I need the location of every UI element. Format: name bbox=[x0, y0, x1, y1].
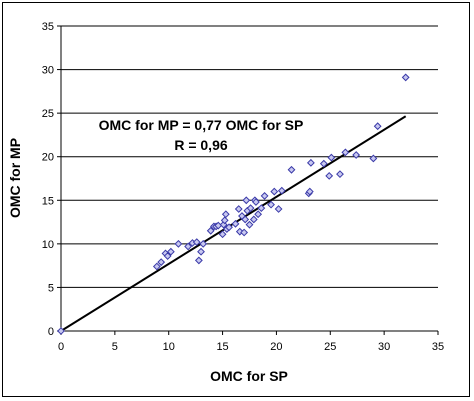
data-point-24 bbox=[234, 205, 243, 213]
data-point-48 bbox=[325, 171, 334, 180]
y-tick-label-2: 10 bbox=[42, 239, 54, 251]
correlation-coefficient: R = 0,96 bbox=[174, 137, 228, 153]
y-tick-labels: 0 5 10 15 20 25 30 35 bbox=[42, 21, 54, 338]
data-point-53 bbox=[369, 154, 378, 163]
data-point-43 bbox=[287, 165, 296, 174]
data-point-55 bbox=[401, 73, 410, 82]
x-tick-label-4: 20 bbox=[270, 341, 282, 353]
data-point-50 bbox=[336, 170, 344, 179]
data-point-40 bbox=[270, 187, 279, 196]
data-point-19 bbox=[220, 216, 229, 225]
data-point-0 bbox=[57, 327, 65, 335]
data-point-36 bbox=[254, 210, 263, 219]
y-tick-label-1: 5 bbox=[48, 282, 54, 294]
x-tick-label-1: 5 bbox=[112, 341, 118, 353]
data-point-12 bbox=[199, 239, 208, 248]
x-axis-title: OMC for SP bbox=[210, 368, 288, 384]
data-point-54 bbox=[373, 122, 382, 131]
data-point-42 bbox=[277, 186, 286, 195]
data-point-6 bbox=[174, 239, 183, 248]
data-point-46 bbox=[306, 158, 315, 167]
data-point-23 bbox=[231, 219, 240, 228]
x-tick-label-2: 10 bbox=[163, 341, 175, 353]
y-tick-label-5: 25 bbox=[42, 108, 54, 120]
data-point-10 bbox=[194, 256, 203, 265]
data-points bbox=[57, 73, 410, 335]
data-point-7 bbox=[184, 242, 193, 251]
y-axis-title: OMC for MP bbox=[7, 138, 23, 218]
data-point-17 bbox=[218, 230, 227, 239]
x-tick-label-0: 0 bbox=[58, 341, 64, 353]
x-tick-label-5: 25 bbox=[324, 341, 336, 353]
y-tick-label-6: 30 bbox=[42, 65, 54, 77]
regression-equation: OMC for MP = 0,77 OMC for SP bbox=[99, 117, 304, 133]
data-point-52 bbox=[352, 151, 361, 159]
data-point-9 bbox=[192, 238, 201, 247]
x-tick-label-6: 30 bbox=[378, 341, 390, 353]
data-point-33 bbox=[249, 215, 258, 224]
y-tick-label-3: 15 bbox=[42, 195, 54, 207]
data-point-11 bbox=[197, 247, 205, 256]
data-point-32 bbox=[246, 204, 255, 213]
data-point-1 bbox=[152, 262, 161, 271]
data-point-41 bbox=[274, 205, 283, 213]
data-point-37 bbox=[257, 204, 266, 213]
y-tick-label-7: 35 bbox=[42, 21, 54, 33]
x-tick-label-7: 35 bbox=[432, 341, 444, 353]
gridlines bbox=[61, 25, 438, 288]
data-point-27 bbox=[240, 228, 249, 237]
axes bbox=[57, 25, 439, 335]
data-point-39 bbox=[267, 200, 275, 209]
data-point-45 bbox=[305, 187, 314, 196]
data-point-29 bbox=[242, 196, 251, 205]
data-point-47 bbox=[319, 159, 328, 168]
data-point-28 bbox=[241, 215, 250, 224]
data-point-22 bbox=[225, 223, 233, 232]
data-point-51 bbox=[341, 148, 350, 157]
data-point-5 bbox=[166, 247, 175, 256]
data-point-38 bbox=[260, 192, 269, 200]
data-point-35 bbox=[252, 198, 260, 206]
data-point-4 bbox=[163, 252, 172, 260]
y-tick-label-0: 0 bbox=[48, 326, 54, 338]
data-point-49 bbox=[327, 153, 336, 162]
data-point-2 bbox=[157, 258, 166, 267]
data-point-20 bbox=[221, 210, 230, 219]
y-tick-label-4: 20 bbox=[42, 152, 54, 164]
data-point-31 bbox=[245, 220, 254, 229]
x-tick-labels: 0 5 10 15 20 25 30 35 bbox=[58, 341, 444, 353]
x-tick-label-3: 15 bbox=[216, 341, 228, 353]
data-point-13 bbox=[206, 226, 215, 235]
